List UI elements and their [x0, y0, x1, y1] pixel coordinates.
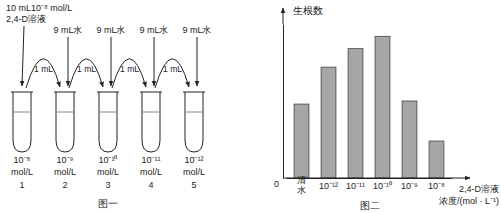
- bars: [294, 36, 444, 178]
- y-axis-title: 生根数: [293, 5, 323, 16]
- x-tick-label: 10⁻⁹: [401, 181, 418, 191]
- tube-unit: mol/L: [183, 167, 205, 177]
- stock-arrow: [22, 26, 24, 86]
- figure: 10 mL10⁻⁸ mol/L2,4-D溶液10⁻⁸mol/L110⁻⁹mol/…: [0, 0, 501, 213]
- tube-concentration: 10⁻¹²: [184, 155, 203, 165]
- liquid-level: [13, 112, 31, 113]
- bar: [375, 36, 390, 178]
- y-tick-label: 0: [274, 179, 279, 189]
- tube-unit: mol/L: [140, 167, 162, 177]
- transfer-arrow: [69, 59, 103, 88]
- tube-rim: [11, 92, 33, 93]
- tube-number: 3: [105, 180, 110, 190]
- transfer-arrow: [112, 59, 146, 88]
- tube-concentration: 10⁻⁹: [57, 155, 74, 165]
- tube: [185, 92, 203, 152]
- tube: [56, 92, 74, 152]
- x-tick-label: 10⁻¹¹: [346, 181, 365, 191]
- x-axis-arrow: [283, 178, 470, 179]
- transfer-arrow: [155, 59, 189, 88]
- x-tick: 10⁻⁸: [428, 178, 445, 191]
- liquid-level: [99, 112, 117, 113]
- bar-chart: 0 清水 10⁻¹² 10⁻¹¹ 10⁻¹⁰ 10⁻⁹ 10⁻⁸ 生根数 2,4-D溶液浓度/(…: [274, 5, 499, 211]
- liquid-level: [185, 112, 203, 113]
- x-tick-label: 10⁻⁸: [428, 181, 445, 191]
- water-label: 9 mL水: [53, 25, 82, 35]
- bar: [429, 141, 444, 178]
- transfer-label: 1 mL: [77, 64, 96, 74]
- tube-number: 2: [62, 180, 67, 190]
- stock-label: 2,4-D溶液: [6, 14, 46, 24]
- tube-rim: [183, 92, 205, 93]
- x-tick-label-char: 水: [297, 185, 306, 195]
- x-tick-label-char: 清: [297, 175, 306, 185]
- caption: 图一: [98, 198, 118, 209]
- tube-rim: [140, 92, 162, 93]
- y-axis: 0: [274, 25, 284, 189]
- x-tick: 10⁻¹²: [319, 178, 338, 191]
- water-label: 9 mL水: [182, 25, 211, 35]
- water-arrow: [197, 37, 198, 86]
- bar: [402, 101, 417, 178]
- dilution-diagram: 10 mL10⁻⁸ mol/L2,4-D溶液 10⁻⁸ mol/L 1 10⁻⁹ mol/…: [6, 3, 212, 209]
- bar: [348, 49, 363, 178]
- tube-concentration: 10⁻¹⁰: [98, 155, 117, 165]
- transfer-label: 1 mL: [163, 64, 182, 74]
- water-label: 9 mL水: [139, 25, 168, 35]
- tube-number: 4: [148, 180, 153, 190]
- transfer-arrow: [26, 59, 60, 88]
- tube-concentration: 10⁻⁸: [14, 155, 31, 165]
- tube: [142, 92, 160, 152]
- y-axis-line: [283, 25, 284, 179]
- bar: [321, 67, 336, 178]
- tube-number: 1: [19, 180, 24, 190]
- tube-rim: [97, 92, 119, 93]
- tube-concentration: 10⁻¹¹: [141, 155, 160, 165]
- x-axis-title: 浓度/(mol · L⁻¹): [439, 196, 499, 206]
- stock-label: 10 mL10⁻⁸ mol/L: [6, 3, 72, 13]
- x-tick: 10⁻⁹: [401, 178, 418, 191]
- water-arrow: [111, 37, 112, 86]
- tube-rim: [54, 92, 76, 93]
- x-axis-title: 2,4-D溶液: [459, 184, 499, 194]
- water-label: 9 mL水: [96, 25, 125, 35]
- x-tick-label: 10⁻¹⁰: [373, 181, 392, 191]
- liquid-level: [56, 112, 74, 113]
- bar: [294, 104, 309, 178]
- water-arrow: [154, 37, 155, 86]
- tube: [99, 92, 117, 152]
- liquid-level: [142, 112, 160, 113]
- transfer-label: 1 mL: [34, 64, 53, 74]
- x-tick: 10⁻¹⁰: [373, 178, 392, 191]
- y-axis-arrow: [283, 8, 284, 24]
- tube-unit: mol/L: [54, 167, 76, 177]
- x-tick: 10⁻¹¹: [346, 178, 365, 191]
- caption: 图二: [360, 200, 380, 211]
- water-arrow: [68, 37, 69, 86]
- tube-unit: mol/L: [11, 167, 33, 177]
- tube-number: 5: [191, 180, 196, 190]
- x-tick-label: 10⁻¹²: [319, 181, 338, 191]
- transfer-label: 1 mL: [120, 64, 139, 74]
- tube: [13, 92, 31, 152]
- tube-unit: mol/L: [97, 167, 119, 177]
- y-tick: 0: [274, 179, 283, 189]
